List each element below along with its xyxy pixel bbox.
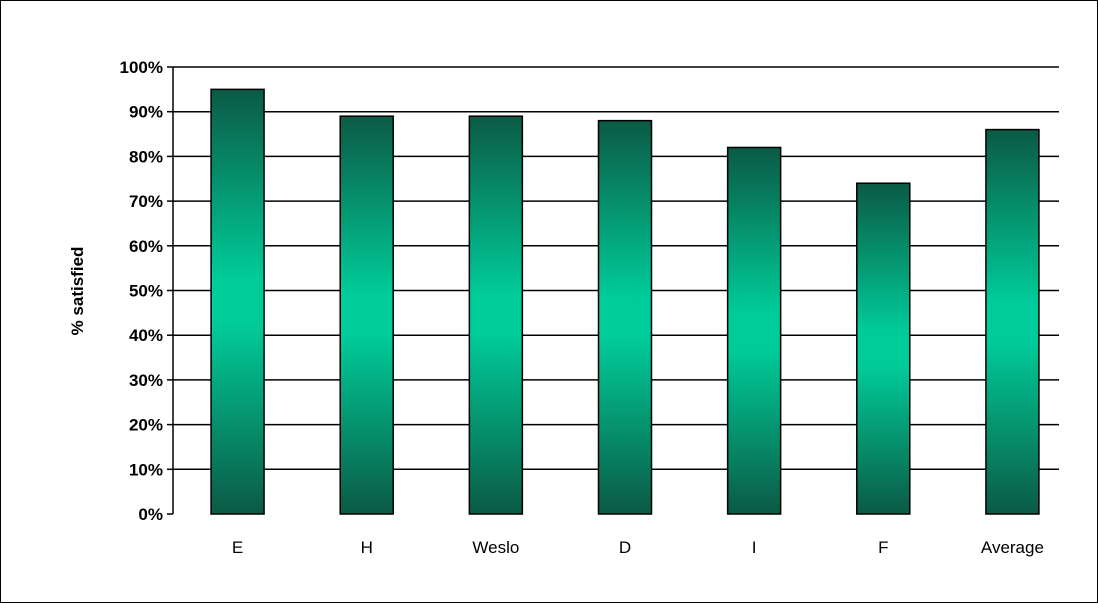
y-tick-labels: 0% 10% 20% 30% 40% 50% 60% 70% 80% 90% 100%: [120, 58, 163, 524]
y-tick-label: 50%: [129, 282, 163, 301]
y-tick-label: 100%: [120, 58, 163, 77]
bar-h: [339, 115, 394, 515]
x-category-label: Average: [981, 538, 1044, 557]
bar-average: [985, 128, 1040, 515]
axes: [167, 66, 174, 515]
y-tick-label: 30%: [129, 371, 163, 390]
y-tick-label: 70%: [129, 192, 163, 211]
y-tick-label: 10%: [129, 460, 163, 479]
y-tick-label: 0%: [138, 505, 163, 524]
bar-d: [597, 119, 653, 515]
bar-f: [856, 182, 911, 515]
bar-i: [726, 146, 782, 515]
bar-e: [210, 88, 265, 515]
bars: [210, 88, 1040, 515]
x-category-label: Weslo: [472, 538, 519, 557]
y-tick-label: 60%: [129, 237, 163, 256]
x-category-label: I: [752, 538, 757, 557]
y-tick-label: 40%: [129, 326, 163, 345]
y-tick-label: 90%: [129, 103, 163, 122]
y-tick-label: 80%: [129, 147, 163, 166]
x-category-label: E: [232, 538, 243, 557]
x-category-label: F: [878, 538, 888, 557]
x-category-labels: E H Weslo D I F Average: [232, 538, 1044, 557]
bar-weslo: [468, 115, 524, 515]
x-category-label: H: [361, 538, 373, 557]
y-axis-label: % satisfied: [68, 247, 87, 336]
x-category-label: D: [619, 538, 631, 557]
y-tick-label: 20%: [129, 416, 163, 435]
